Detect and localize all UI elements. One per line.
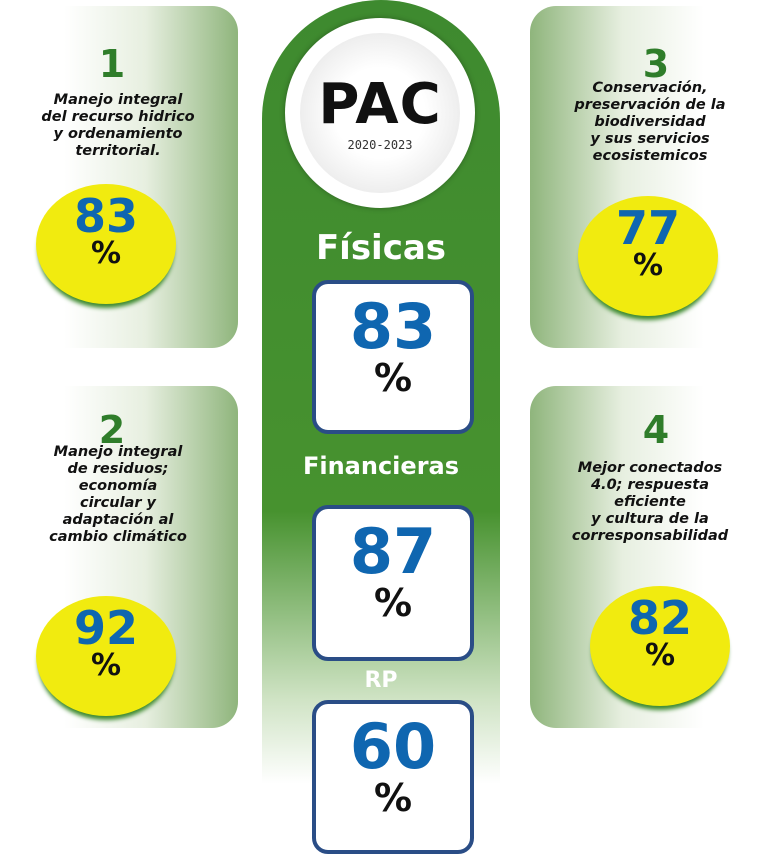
- center-box: 83%: [312, 280, 474, 434]
- logo-years: 2020-2023: [347, 138, 413, 152]
- center-label: RP: [364, 668, 398, 693]
- goal-unit: %: [90, 648, 122, 683]
- goal-badge: 92%: [36, 596, 176, 716]
- center-box: 87%: [312, 505, 474, 661]
- goal-text-line: territorial.: [75, 143, 161, 159]
- goal-text-line: y sus servicios: [590, 131, 710, 147]
- center-unit: %: [373, 356, 413, 400]
- goal-text-line: Conservación,: [592, 80, 708, 96]
- goal-badge: 83%: [36, 184, 176, 304]
- goal-text: Mejor conectados 4.0; respuesta eficiente y…: [534, 460, 764, 545]
- goal-unit: %: [644, 638, 676, 673]
- goal-text-line: ecosistemicos: [592, 148, 708, 164]
- goal-text-line: economía: [78, 478, 158, 494]
- goal-value: 83: [73, 189, 138, 243]
- center-label: Financieras: [302, 452, 460, 480]
- goal-number: 4: [642, 408, 670, 452]
- goal-text: Manejo integral del recurso hidrico y orde…: [2, 92, 234, 160]
- goal-number: 3: [642, 42, 670, 86]
- goal-text: Manejo integral de residuos; economía circu…: [2, 444, 234, 546]
- center-box: 60%: [312, 700, 474, 854]
- goal-text-line: adaptación al: [62, 512, 174, 528]
- goal-value: 77: [615, 201, 680, 255]
- goal-text-line: Manejo integral: [53, 444, 183, 460]
- center-unit: %: [373, 581, 413, 625]
- goal-text-line: eficiente: [614, 494, 686, 510]
- goal-text-line: biodiversidad: [594, 114, 706, 130]
- center-value: 60: [349, 710, 437, 783]
- goal-text-line: corresponsabilidad: [571, 528, 729, 544]
- goal-value: 82: [627, 591, 692, 645]
- goal-text-line: circular y: [79, 495, 157, 511]
- goal-text-line: y cultura de la: [591, 511, 709, 527]
- goal-text-line: del recurso hidrico: [41, 109, 195, 125]
- goal-card: 2 Manejo integral de residuos; economía circ…: [6, 386, 238, 728]
- goal-card: 1 Manejo integral del recurso hidrico y ord…: [6, 6, 238, 348]
- goal-number: 1: [98, 42, 126, 86]
- goal-text-line: preservación de la: [574, 97, 726, 113]
- goal-number: 2: [98, 408, 126, 452]
- goal-badge: 82%: [590, 586, 730, 706]
- goal-text-line: y ordenamiento: [53, 126, 183, 142]
- goal-text-line: 4.0; respuesta: [590, 477, 710, 493]
- goal-text-line: Manejo integral: [53, 92, 183, 108]
- goal-badge: 77%: [578, 196, 718, 316]
- goal-card: 3 Conservación, preservación de la biodiver…: [530, 6, 762, 348]
- goal-unit: %: [632, 248, 664, 283]
- logo-disc: [300, 33, 460, 193]
- goal-value: 92: [73, 601, 138, 655]
- center-label: Físicas: [315, 228, 447, 268]
- center-value: 83: [349, 290, 437, 363]
- logo-title: PAC: [318, 72, 442, 137]
- center-unit: %: [373, 776, 413, 820]
- goal-text-line: cambio climático: [49, 529, 187, 545]
- center-value: 87: [349, 515, 437, 588]
- goal-unit: %: [90, 236, 122, 271]
- goal-text-line: de residuos;: [67, 461, 169, 477]
- goal-text: Conservación, preservación de la biodivers…: [534, 80, 764, 165]
- goal-text-line: Mejor conectados: [577, 460, 723, 476]
- goal-card: 4 Mejor conectados 4.0; respuesta eficiente…: [530, 386, 762, 728]
